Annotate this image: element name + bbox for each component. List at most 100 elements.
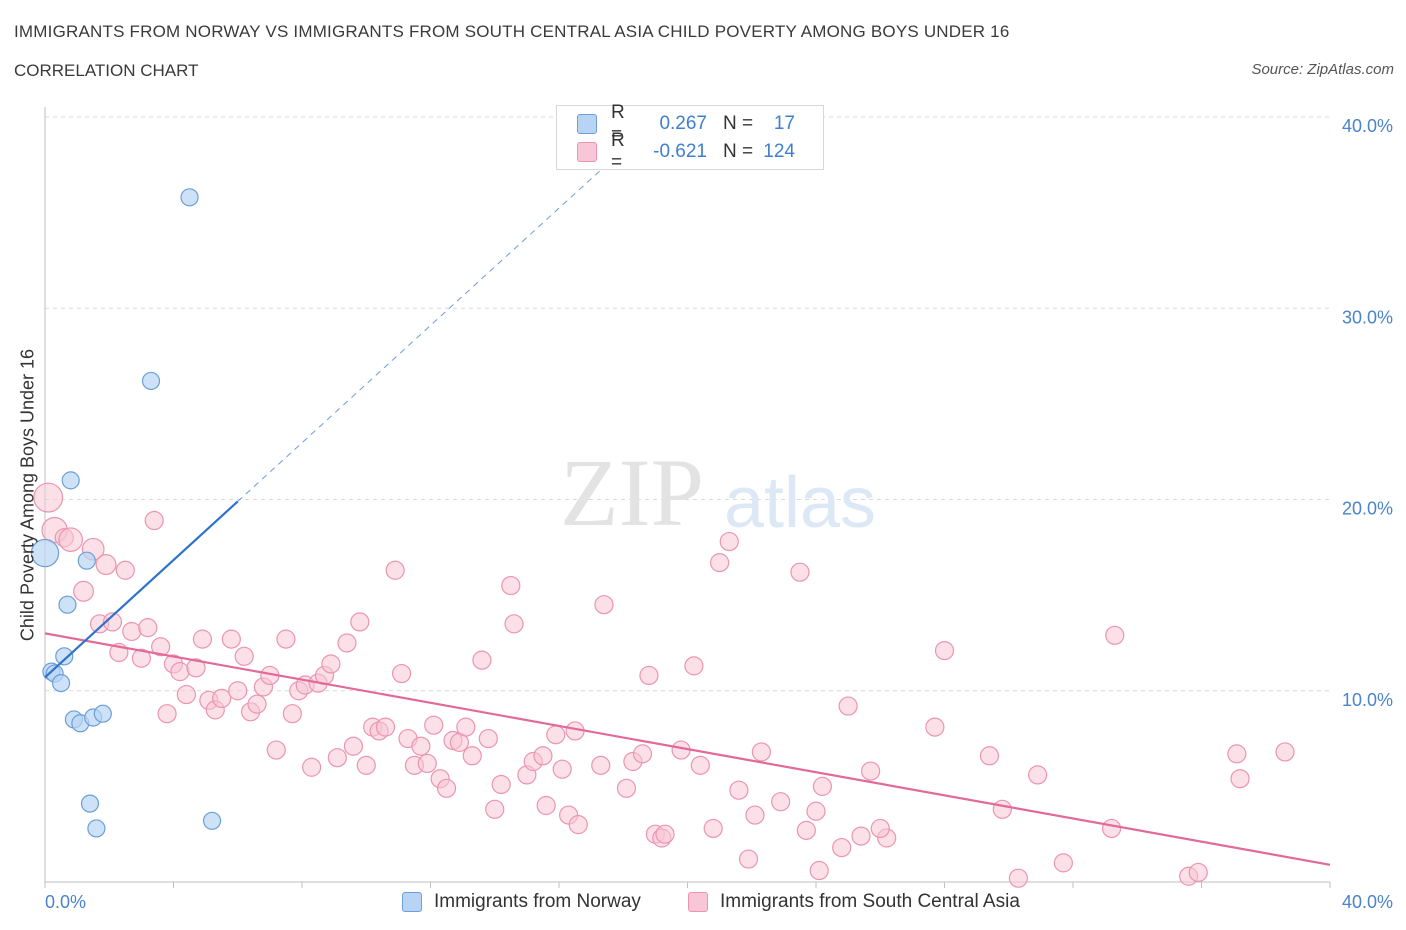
sca-point (1227, 744, 1247, 764)
legend-n-label: N = (723, 141, 754, 162)
sca-point (504, 614, 524, 634)
chart-subtitle: CORRELATION CHART (14, 61, 199, 80)
legend-swatch-norway (577, 114, 597, 134)
series-sca-points (33, 482, 1295, 888)
sca-point (343, 736, 363, 756)
sca-point (1188, 862, 1208, 883)
sca-point (533, 746, 553, 766)
norway-point (202, 811, 222, 830)
legend-r-value: 0.267 (659, 113, 707, 134)
legend-r-label: R = (611, 102, 625, 145)
watermark-atlas: atlas (724, 463, 876, 543)
sca-point (122, 621, 142, 642)
sca-point (501, 575, 521, 596)
sca-point (337, 633, 357, 653)
sca-point (552, 759, 572, 779)
norway-point (141, 371, 161, 391)
sca-point (594, 595, 614, 615)
sca-point (276, 629, 296, 649)
sca-point (138, 618, 158, 638)
sca-point (462, 746, 482, 766)
legend-n-value: 124 (763, 141, 795, 162)
grid-lines (45, 116, 1330, 692)
sca-point (176, 684, 196, 705)
norway-point (51, 673, 71, 693)
chart-title: IMMIGRANTS FROM NORWAY VS IMMIGRANTS FRO… (14, 22, 1010, 41)
sca-point (655, 824, 675, 844)
sca-point (131, 648, 151, 668)
sca-point (228, 681, 248, 701)
legend-r-value: -0.621 (653, 141, 707, 162)
sca-point (186, 658, 206, 678)
norway-trend-line (44, 500, 239, 679)
sca-point (33, 482, 64, 513)
sca-point (925, 717, 945, 737)
y-axis-label: Child Poverty Among Boys Under 16 (17, 348, 38, 642)
sca-point (1230, 769, 1250, 789)
sca-point (934, 640, 955, 661)
sca-point (327, 748, 347, 768)
sca-point (806, 801, 826, 821)
sca-point (1105, 625, 1125, 645)
bottom-legend-sca: Immigrants from South Central Asia (688, 888, 1020, 916)
sca-point (690, 755, 710, 775)
sca-point (321, 654, 341, 674)
bottom-legend-norway-label: Immigrants from Norway (434, 891, 641, 912)
sca-point (568, 815, 588, 835)
correlation-legend: R = 0.267 N = 17 R = -0.621 N = 124 (556, 102, 824, 173)
sca-point (684, 656, 704, 676)
sca-point (115, 560, 135, 580)
sca-point (456, 717, 476, 737)
sca-point (719, 531, 739, 552)
sca-point (639, 665, 659, 686)
watermark: ZIP atlas (560, 439, 876, 546)
series-norway-points (30, 188, 222, 838)
sca-point (391, 663, 412, 684)
sca-point (838, 696, 858, 716)
sca-point (979, 746, 1000, 766)
sca-point (436, 778, 457, 798)
sca-point (95, 554, 117, 576)
norway-point (87, 819, 106, 838)
sca-point (221, 629, 241, 649)
sca-point (632, 744, 653, 764)
sca-point (832, 837, 852, 858)
sca-point (1028, 765, 1048, 785)
sca-point (591, 755, 611, 775)
legend-row-norway: R = 0.267 N = 17 (577, 102, 795, 145)
sca-trend-line (44, 632, 1331, 866)
legend-n-value: 17 (773, 113, 795, 134)
bottom-legend-norway: Immigrants from Norway (402, 888, 641, 916)
sca-point (710, 553, 730, 573)
norway-point (93, 704, 112, 723)
sca-point (771, 792, 791, 812)
sca-point (812, 776, 833, 796)
sca-point (356, 755, 376, 775)
sca-point (424, 715, 444, 735)
bottom-swatch-sca (688, 892, 708, 912)
sca-point (745, 805, 765, 825)
y-tick-label: 30.0% (1342, 307, 1393, 327)
norway-point (77, 551, 96, 570)
sca-point (375, 717, 396, 737)
sca-point (170, 662, 190, 682)
sca-point (102, 612, 123, 632)
sca-point (417, 753, 437, 774)
sca-point (73, 580, 95, 602)
sca-point (790, 562, 810, 582)
sca-point (491, 774, 511, 795)
sca-point (1101, 818, 1122, 839)
sca-point (809, 860, 829, 881)
sca-point (796, 820, 816, 840)
sca-point (350, 612, 370, 632)
y-tick-label: 10.0% (1342, 690, 1393, 710)
sca-point (729, 780, 749, 800)
norway-point (80, 794, 100, 813)
sca-point (546, 725, 566, 745)
x-tick-label: 0.0% (45, 892, 86, 912)
sca-point (212, 688, 232, 709)
sca-point (485, 799, 505, 819)
sca-point (751, 742, 771, 762)
sca-point (478, 728, 498, 749)
